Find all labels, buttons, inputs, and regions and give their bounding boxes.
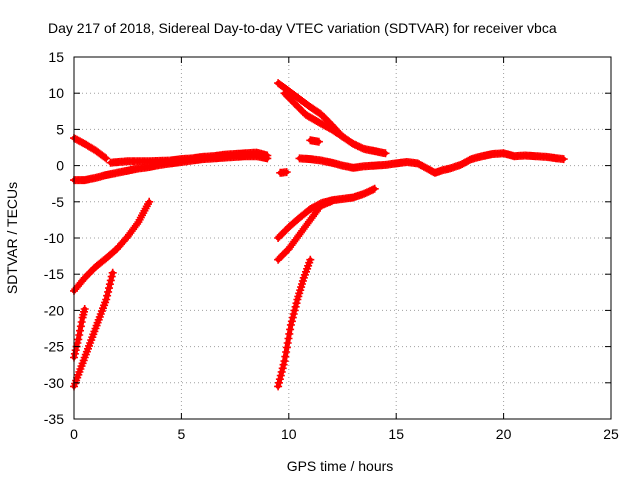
data-point	[279, 360, 288, 369]
y-tick-label: -30	[44, 375, 64, 391]
data-point	[145, 197, 154, 206]
y-tick-label: 0	[56, 158, 64, 174]
series-main-band-upper	[106, 148, 272, 167]
data-point	[337, 131, 346, 140]
data-point	[286, 320, 295, 329]
y-tick-label: 15	[48, 49, 64, 65]
series-early-descending	[70, 134, 111, 163]
y-axis-label: SDTVAR / TECUs	[4, 182, 20, 294]
data-point	[287, 317, 296, 326]
series-left-rising-a	[70, 197, 154, 295]
data-point	[71, 346, 80, 355]
series-high-descending-a	[274, 79, 390, 158]
data-point	[276, 371, 285, 380]
data-point	[80, 305, 89, 313]
data-point	[105, 284, 113, 293]
x-tick-label: 20	[496, 426, 512, 442]
data-point	[106, 276, 115, 285]
y-tick-label: 10	[48, 85, 64, 101]
data-point	[274, 382, 283, 391]
data-point	[370, 184, 379, 193]
data-point	[105, 280, 114, 289]
data-point	[133, 219, 142, 228]
data-point	[107, 272, 116, 281]
series-high-descending-b	[280, 89, 347, 141]
data-point	[73, 339, 82, 347]
data-point	[292, 299, 301, 308]
y-tick-label: -15	[44, 266, 64, 282]
series-ascending-c	[274, 255, 315, 391]
data-point	[559, 155, 568, 164]
chart-title: Day 217 of 2018, Sidereal Day-to-day VTE…	[48, 20, 557, 36]
y-tick-label: -25	[44, 339, 64, 355]
data-point	[290, 306, 299, 315]
data-point	[306, 255, 315, 264]
data-point	[102, 154, 111, 163]
series-ascending-b	[274, 197, 336, 264]
data-point	[275, 375, 284, 384]
data-series	[70, 79, 568, 391]
data-point	[100, 153, 109, 162]
x-axis-label: GPS time / hours	[287, 458, 394, 474]
data-point	[338, 132, 347, 141]
data-point	[74, 335, 83, 344]
data-point	[381, 149, 390, 158]
data-point	[263, 151, 272, 160]
data-point	[289, 310, 298, 318]
x-tick-label: 5	[178, 426, 186, 442]
x-tick-label: 25	[603, 426, 619, 442]
data-point	[282, 168, 291, 177]
data-point	[275, 378, 283, 387]
y-tick-label: -35	[44, 411, 64, 427]
data-point	[108, 268, 117, 277]
x-tick-label: 15	[388, 426, 404, 442]
data-point	[102, 295, 111, 304]
series-ascending-a	[274, 184, 379, 242]
y-tick-label: -5	[52, 194, 65, 210]
axis-ticks: 0 5 10 15 20 25 -35 -30 -25 -20 -15 -10 -5 0 5 10 15	[44, 49, 619, 442]
series-mid-band	[295, 149, 568, 177]
data-point	[281, 352, 290, 361]
x-tick-label: 10	[281, 426, 297, 442]
data-point	[277, 367, 286, 376]
data-point	[103, 291, 112, 300]
data-point	[278, 364, 287, 373]
series-left-rising-b	[70, 268, 117, 391]
data-point	[282, 343, 291, 352]
series-dot-near-10	[276, 168, 291, 177]
y-tick-label: -10	[44, 230, 64, 246]
data-point	[285, 329, 294, 338]
grid-lines	[74, 57, 611, 419]
data-point	[77, 318, 86, 326]
data-point	[104, 287, 113, 296]
data-point	[314, 137, 323, 146]
data-point	[288, 313, 297, 322]
data-point	[76, 326, 84, 335]
x-tick-label: 0	[70, 426, 78, 442]
y-tick-label: 5	[56, 121, 64, 137]
data-point	[291, 302, 300, 311]
data-point	[327, 197, 336, 206]
y-tick-label: -20	[44, 302, 64, 318]
series-short-segment	[306, 136, 323, 146]
